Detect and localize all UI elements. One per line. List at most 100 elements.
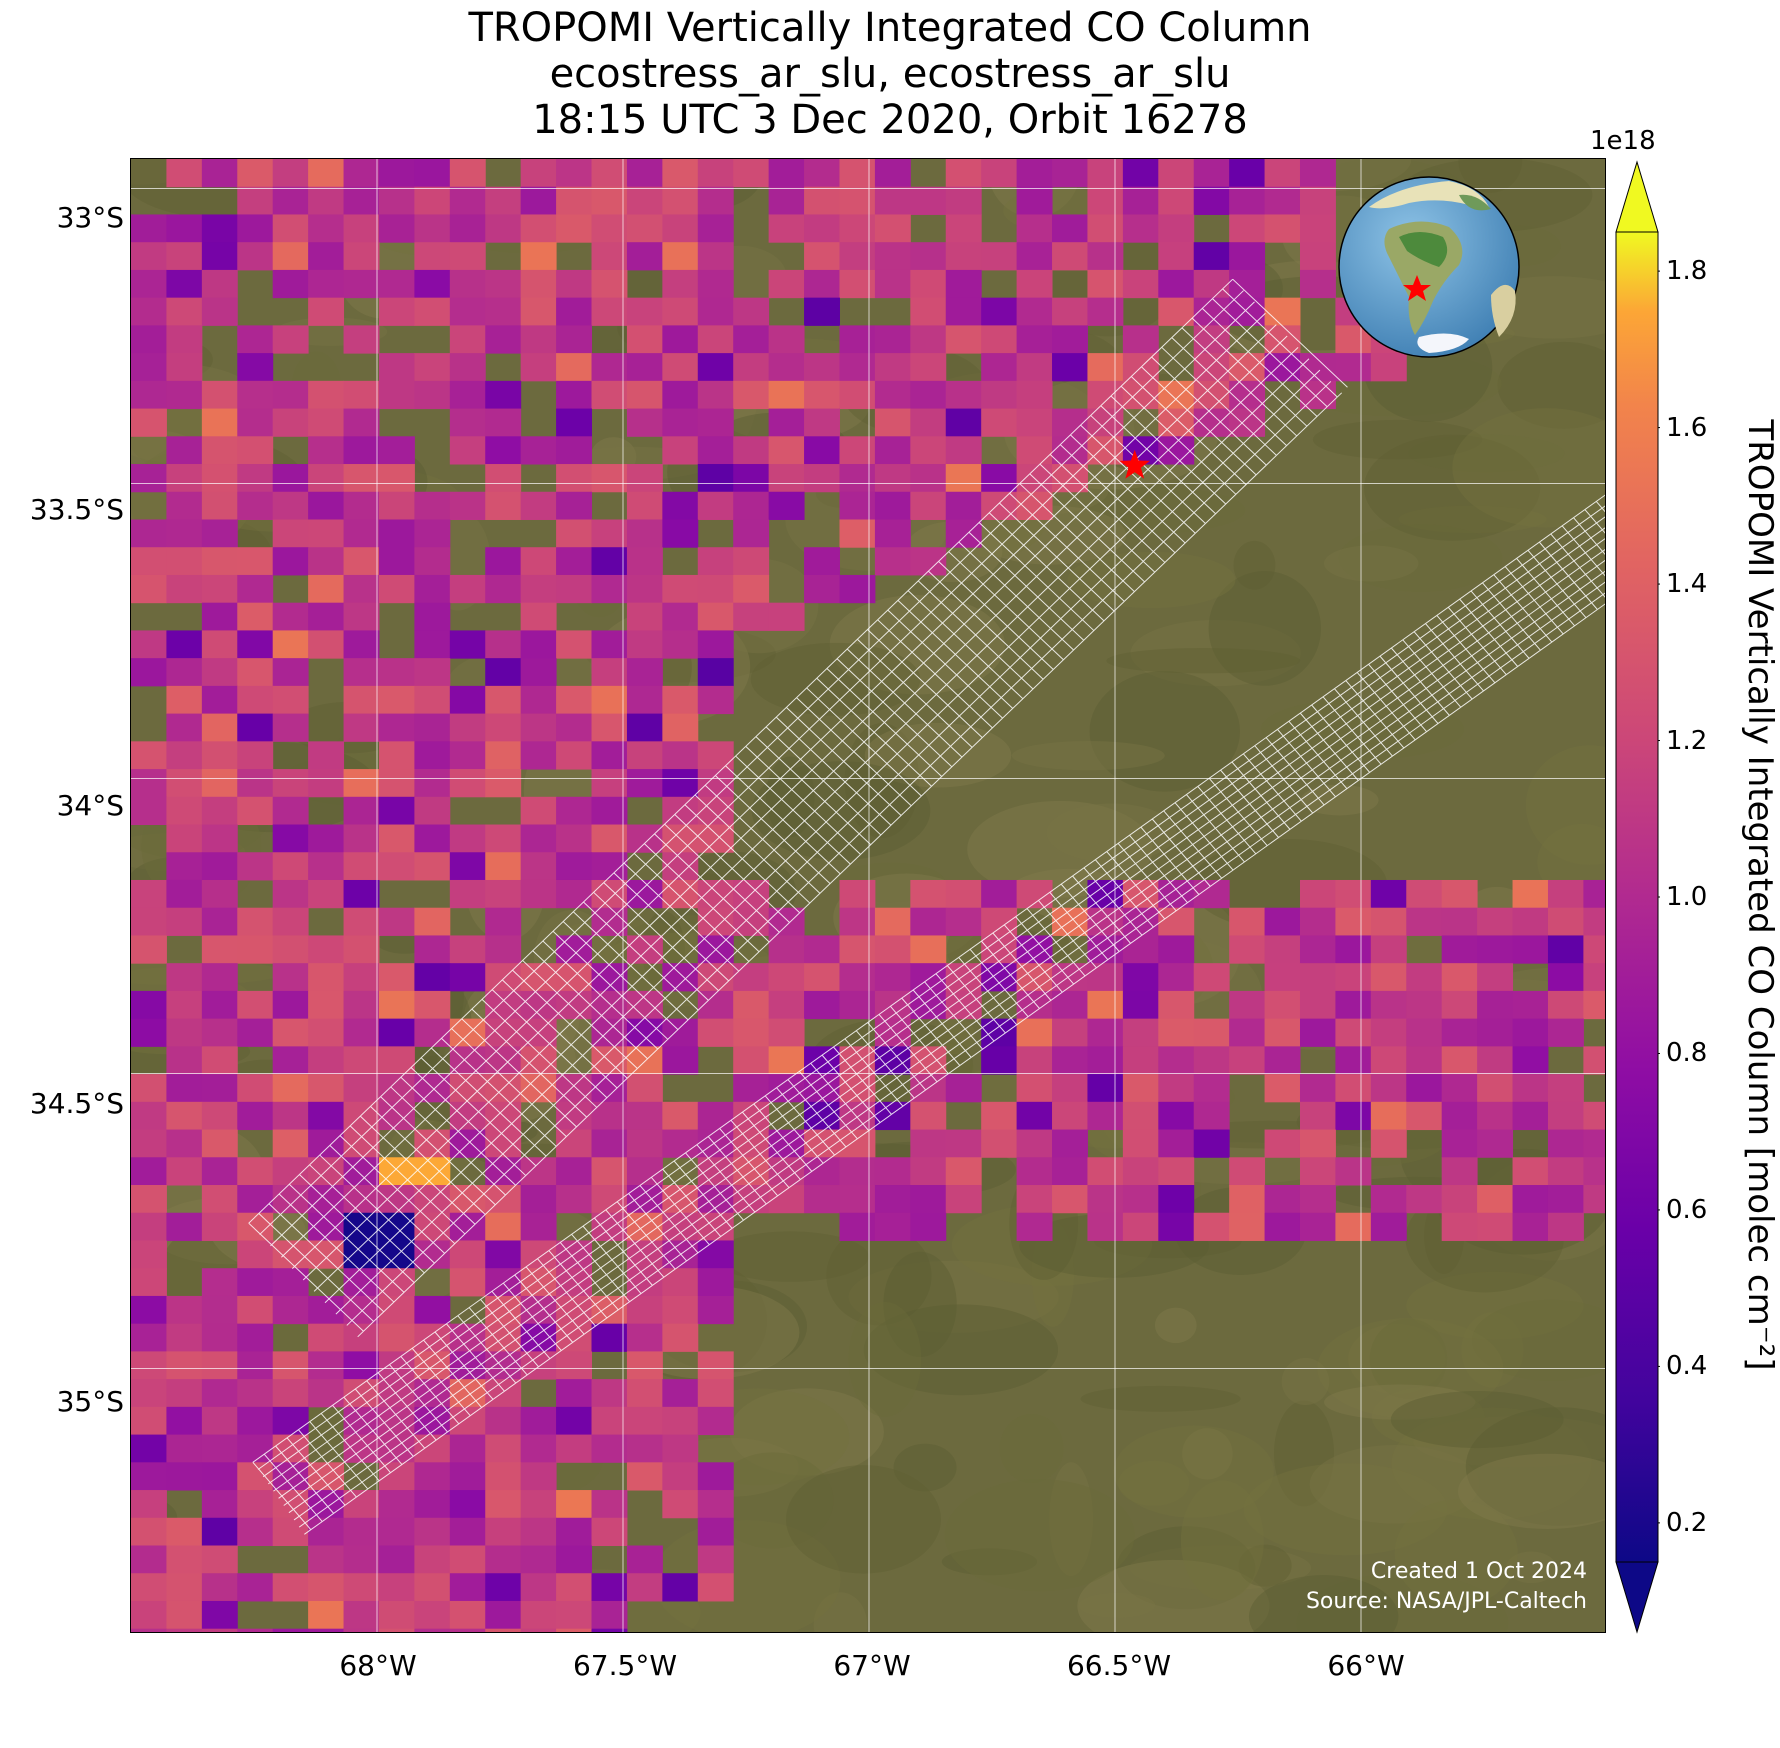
- co-pixel: [697, 491, 734, 520]
- co-pixel: [1477, 1212, 1514, 1241]
- co-pixel: [626, 214, 663, 243]
- co-pixel: [839, 1185, 876, 1214]
- co-pixel: [237, 408, 274, 437]
- co-pixel: [272, 1379, 309, 1408]
- co-pixel: [1229, 1046, 1266, 1075]
- co-pixel: [414, 1462, 451, 1491]
- terrain-patch: [848, 1301, 922, 1417]
- co-pixel: [237, 1185, 274, 1214]
- co-pixel: [1264, 1212, 1301, 1241]
- co-pixel: [343, 1351, 380, 1380]
- co-pixel: [556, 1351, 593, 1380]
- co-pixel: [1158, 214, 1195, 243]
- co-pixel: [662, 519, 699, 548]
- co-pixel: [237, 935, 274, 964]
- red-star-icon[interactable]: [1119, 449, 1150, 479]
- co-pixel: [343, 1517, 380, 1546]
- co-pixel: [626, 824, 663, 853]
- co-pixel: [981, 963, 1018, 992]
- co-pixel: [733, 1018, 770, 1047]
- co-pixel: [1512, 1212, 1549, 1241]
- co-pixel: [1229, 907, 1266, 936]
- co-pixel: [308, 519, 345, 548]
- co-pixel: [697, 658, 734, 687]
- co-pixel: [414, 159, 451, 188]
- co-pixel: [237, 1323, 274, 1352]
- colorbar-tick-label: 0.4: [1666, 1351, 1708, 1382]
- co-pixel: [343, 547, 380, 576]
- co-pixel: [981, 380, 1018, 410]
- co-pixel: [874, 242, 911, 271]
- co-pixel: [910, 491, 947, 520]
- co-pixel: [697, 1462, 734, 1491]
- co-pixel: [1512, 1157, 1549, 1186]
- co-pixel: [237, 464, 274, 493]
- co-pixel: [520, 491, 557, 520]
- co-pixel: [485, 1046, 522, 1075]
- co-pixel: [272, 1490, 309, 1519]
- co-pixel: [768, 436, 805, 465]
- co-pixel: [839, 1212, 876, 1241]
- terrain-patch: [1077, 1559, 1270, 1632]
- co-pixel: [733, 1046, 770, 1075]
- co-pixel: [1512, 1046, 1549, 1075]
- co-pixel: [201, 1018, 238, 1047]
- co-pixel: [910, 1157, 947, 1186]
- co-pixel: [945, 408, 982, 437]
- co-pixel: [131, 769, 167, 798]
- co-pixel: [1122, 186, 1159, 215]
- co-pixel: [272, 1129, 309, 1158]
- terrain-patch: [1371, 1386, 1486, 1447]
- co-pixel: [1547, 1185, 1584, 1214]
- co-pixel: [1264, 1129, 1301, 1158]
- co-pixel: [1441, 879, 1478, 909]
- co-pixel: [1370, 1101, 1407, 1131]
- co-pixel: [1441, 1185, 1478, 1214]
- terrain-patch: [1238, 1544, 1292, 1587]
- co-pixel: [1122, 1101, 1159, 1131]
- co-pixel: [237, 186, 274, 215]
- co-pixel: [201, 1074, 238, 1103]
- co-pixel: [272, 380, 309, 410]
- terrain-patch: [1274, 1400, 1335, 1507]
- site-marker[interactable]: [1119, 449, 1150, 479]
- co-pixel: [201, 1295, 238, 1325]
- co-pixel: [201, 269, 238, 299]
- co-pixel: [1158, 159, 1195, 188]
- co-pixel: [1264, 297, 1301, 326]
- co-pixel: [1016, 1157, 1053, 1186]
- co-pixel: [1477, 1129, 1514, 1158]
- co-pixel: [272, 269, 309, 299]
- co-pixel: [591, 547, 628, 576]
- co-pixel: [626, 159, 663, 188]
- co-pixel: [1441, 963, 1478, 992]
- co-pixel: [626, 1351, 663, 1380]
- co-pixel: [591, 1129, 628, 1158]
- co-pixel: [166, 297, 203, 326]
- co-pixel: [697, 685, 734, 715]
- co-pixel: [449, 436, 486, 465]
- co-pixel: [485, 408, 522, 437]
- co-pixel: [343, 574, 380, 604]
- co-pixel: [237, 242, 274, 271]
- co-pixel: [662, 1295, 699, 1325]
- lon-tick-66: 66°W: [1327, 1649, 1405, 1682]
- co-pixel: [166, 907, 203, 936]
- co-pixel: [237, 436, 274, 465]
- co-pixel: [768, 491, 805, 520]
- co-pixel: [768, 186, 805, 215]
- map-panel[interactable]: Created 1 Oct 2024 Source: NASA/JPL-Calt…: [130, 158, 1606, 1633]
- co-pixel: [910, 907, 947, 936]
- co-pixel: [1087, 963, 1124, 992]
- co-pixel: [1052, 242, 1088, 271]
- terrain-patch: [826, 1226, 932, 1326]
- co-pixel: [662, 1434, 699, 1463]
- co-pixel: [1229, 1157, 1266, 1186]
- co-pixel: [591, 1046, 628, 1075]
- co-pixel: [1583, 1129, 1605, 1158]
- co-pixel: [626, 574, 663, 604]
- co-pixel: [556, 519, 593, 548]
- co-pixel: [733, 436, 770, 465]
- co-pixel: [697, 1240, 734, 1269]
- co-pixel: [662, 408, 699, 437]
